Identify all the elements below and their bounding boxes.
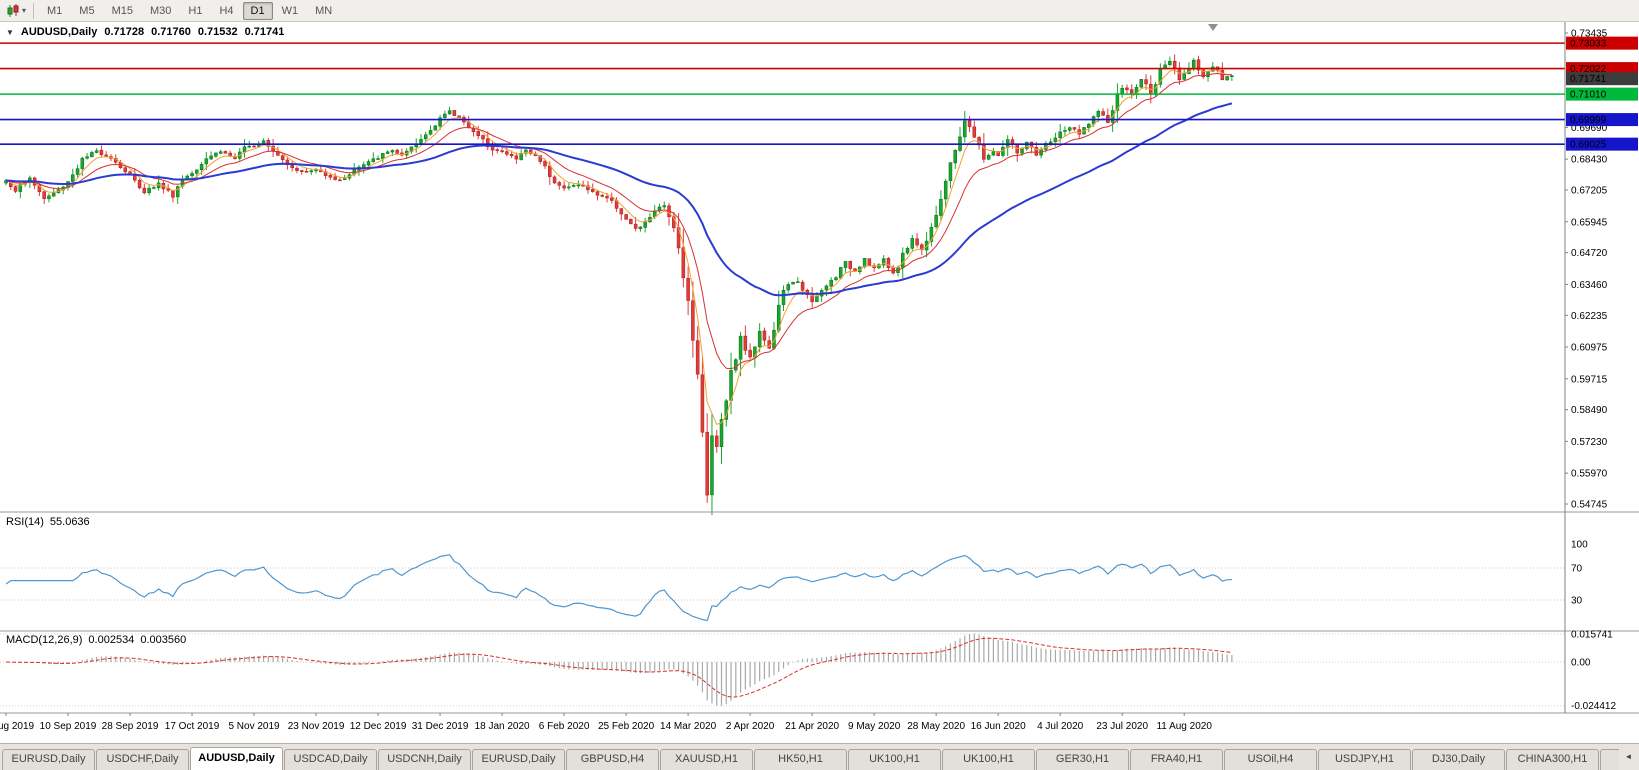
price-tick: 0.68430: [1571, 155, 1608, 166]
svg-text:0.69025: 0.69025: [1570, 140, 1607, 151]
date-tick: 12 Dec 2019: [350, 721, 407, 732]
price-tick: 0.69690: [1571, 123, 1608, 134]
timeframe-button-m1[interactable]: M1: [47, 4, 63, 17]
chart-tab-8-hk50-h1[interactable]: HK50,H1: [754, 749, 847, 770]
timeframe-button-w1[interactable]: W1: [281, 4, 299, 17]
chart-tab-0-eurusd-daily[interactable]: EURUSD,Daily: [2, 749, 95, 770]
price-tick: 0.54745: [1571, 500, 1608, 511]
rsi-level-70: 70: [1571, 564, 1583, 575]
price-tag-0.73033: [1566, 36, 1638, 50]
candles: [4, 54, 1234, 516]
date-tick: 11 Aug 2020: [1156, 721, 1212, 732]
date-tick: 28 Sep 2019: [102, 721, 159, 732]
price-tick: 0.73435: [1571, 29, 1608, 40]
date-tick: 21 Apr 2020: [785, 721, 839, 732]
svg-text:0.73033: 0.73033: [1570, 39, 1607, 50]
date-tick: 23 Jul 2020: [1096, 721, 1148, 732]
chart-tab-17-usoil-h1[interactable]: USOil,H1: [1600, 749, 1619, 770]
chart-tabbar: EURUSD,Daily USDCHF,Daily AUDUSD,Daily USDC…: [0, 743, 1639, 770]
price-tick: 0.59715: [1571, 374, 1608, 385]
date-tick: 2 Apr 2020: [726, 721, 775, 732]
svg-text:0.71010: 0.71010: [1570, 90, 1607, 101]
chart-tab-10-uk100-h1[interactable]: UK100,H1: [942, 749, 1035, 770]
timeframe-button-h4[interactable]: H4: [219, 4, 234, 17]
chart-shift-marker[interactable]: [1208, 24, 1218, 31]
candlestick-chart-icon[interactable]: [4, 3, 22, 19]
macd-axis-0: 0.015741: [1571, 629, 1613, 640]
date-tick: 14 Mar 2020: [660, 721, 717, 732]
chart-tab-1-usdchf-daily[interactable]: USDCHF,Daily: [96, 749, 189, 770]
svg-text:0.72022: 0.72022: [1570, 64, 1607, 75]
date-tick: 17 Oct 2019: [165, 721, 220, 732]
chart-tab-3-usdcad-daily[interactable]: USDCAD,Daily: [284, 749, 377, 770]
macd-axis-2: -0.024412: [1571, 701, 1616, 712]
chart-tab-13-usoil-h4[interactable]: USOil,H4: [1224, 749, 1317, 770]
ma-fast-line: [5, 67, 1232, 426]
svg-text:0.69999: 0.69999: [1570, 115, 1607, 126]
price-tick: 0.55970: [1571, 469, 1608, 480]
timeframe-button-m5[interactable]: M5: [79, 4, 95, 17]
timeframe-button-d1[interactable]: D1: [242, 1, 273, 20]
price-tag-0.71010: [1566, 87, 1638, 101]
svg-text:0.71741: 0.71741: [1570, 74, 1607, 85]
chart-area: 0.73435 0.69690 0.68430 0.67205 0.65945 0.647…: [0, 22, 1639, 743]
chart-tab-2-audusd-daily[interactable]: AUDUSD,Daily: [190, 747, 283, 770]
chart-tab-6-gbpusd-h4[interactable]: GBPUSD,H4: [566, 749, 659, 770]
chart-tab-11-ger30-h1[interactable]: GER30,H1: [1036, 749, 1129, 770]
price-tick: 0.60975: [1571, 343, 1608, 354]
date-tick: 25 Feb 2020: [598, 721, 655, 732]
price-tick: 0.62235: [1571, 311, 1608, 322]
timeframe-toolbar: ▾ M1 M5 M15 M30 H1 H4 D1 W1 MN: [0, 0, 1639, 22]
date-tick: 23 Nov 2019: [288, 721, 345, 732]
price-tick: 0.63460: [1571, 280, 1608, 291]
toolbar-separator: [33, 2, 35, 19]
date-tick: 28 May 2020: [907, 721, 965, 732]
chart-tab-4-usdcnh-daily[interactable]: USDCNH,Daily: [378, 749, 471, 770]
price-tick: 0.64720: [1571, 248, 1608, 259]
timeframe-button-h1[interactable]: H1: [188, 4, 203, 17]
rsi-line: [5, 554, 1232, 622]
macd-axis-1: 0.00: [1571, 658, 1591, 669]
tab-scroll-left-button[interactable]: ◄: [1624, 752, 1633, 761]
date-tick: 6 Feb 2020: [539, 721, 590, 732]
timeframe-button-m30[interactable]: M30: [149, 4, 172, 17]
date-tick: 18 Jan 2020: [475, 721, 530, 732]
timeframe-button-mn[interactable]: MN: [315, 4, 333, 17]
timeframe-button-m15[interactable]: M15: [111, 4, 133, 17]
ma-slow-line: [5, 102, 1233, 297]
chart-tab-5-eurusd-daily[interactable]: EURUSD,Daily: [472, 749, 565, 770]
chart-tab-15-dj30-daily[interactable]: DJ30,Daily: [1412, 749, 1505, 770]
date-tick: 5 Nov 2019: [228, 721, 280, 732]
date-tick: 10 Sep 2019: [40, 721, 97, 732]
ma-medium-line: [5, 72, 1232, 370]
chart-tab-16-china300-h1[interactable]: CHINA300,H1: [1506, 749, 1599, 770]
price-chart[interactable]: 0.73435 0.69690 0.68430 0.67205 0.65945 0.647…: [0, 22, 1639, 743]
date-tick: 31 Dec 2019: [412, 721, 469, 732]
chart-type-dropdown-icon[interactable]: ▾: [22, 6, 27, 15]
current-price-tag: [1566, 72, 1638, 86]
rsi-level-100: 100: [1571, 540, 1588, 551]
date-tick: 4 Jul 2020: [1037, 721, 1084, 732]
rsi-level-30: 30: [1571, 596, 1583, 607]
chart-tabs: EURUSD,Daily USDCHF,Daily AUDUSD,Daily USDC…: [2, 747, 1619, 770]
date-tick: 9 May 2020: [848, 721, 901, 732]
price-tag-0.72022: [1566, 62, 1638, 76]
price-tick: 0.57230: [1571, 437, 1608, 448]
timeframe-buttons: M1 M5 M15 M30 H1 H4 D1 W1 MN: [39, 1, 340, 20]
price-tag-0.69025: [1566, 137, 1638, 151]
chart-tab-9-uk100-h1[interactable]: UK100,H1: [848, 749, 941, 770]
price-tick: 0.67205: [1571, 186, 1608, 197]
price-tick: 0.65945: [1571, 217, 1608, 228]
chart-tab-12-fra40-h1[interactable]: FRA40,H1: [1130, 749, 1223, 770]
date-tick: 16 Jun 2020: [971, 721, 1026, 732]
chart-tab-7-xauusd-h1[interactable]: XAUUSD,H1: [660, 749, 753, 770]
price-tag-0.69999: [1566, 113, 1638, 127]
price-tick: 0.58490: [1571, 405, 1608, 416]
macd-signal-line: [5, 637, 1232, 698]
date-tick: 22 Aug 2019: [0, 721, 35, 732]
chart-tab-14-usdjpy-h1[interactable]: USDJPY,H1: [1318, 749, 1411, 770]
